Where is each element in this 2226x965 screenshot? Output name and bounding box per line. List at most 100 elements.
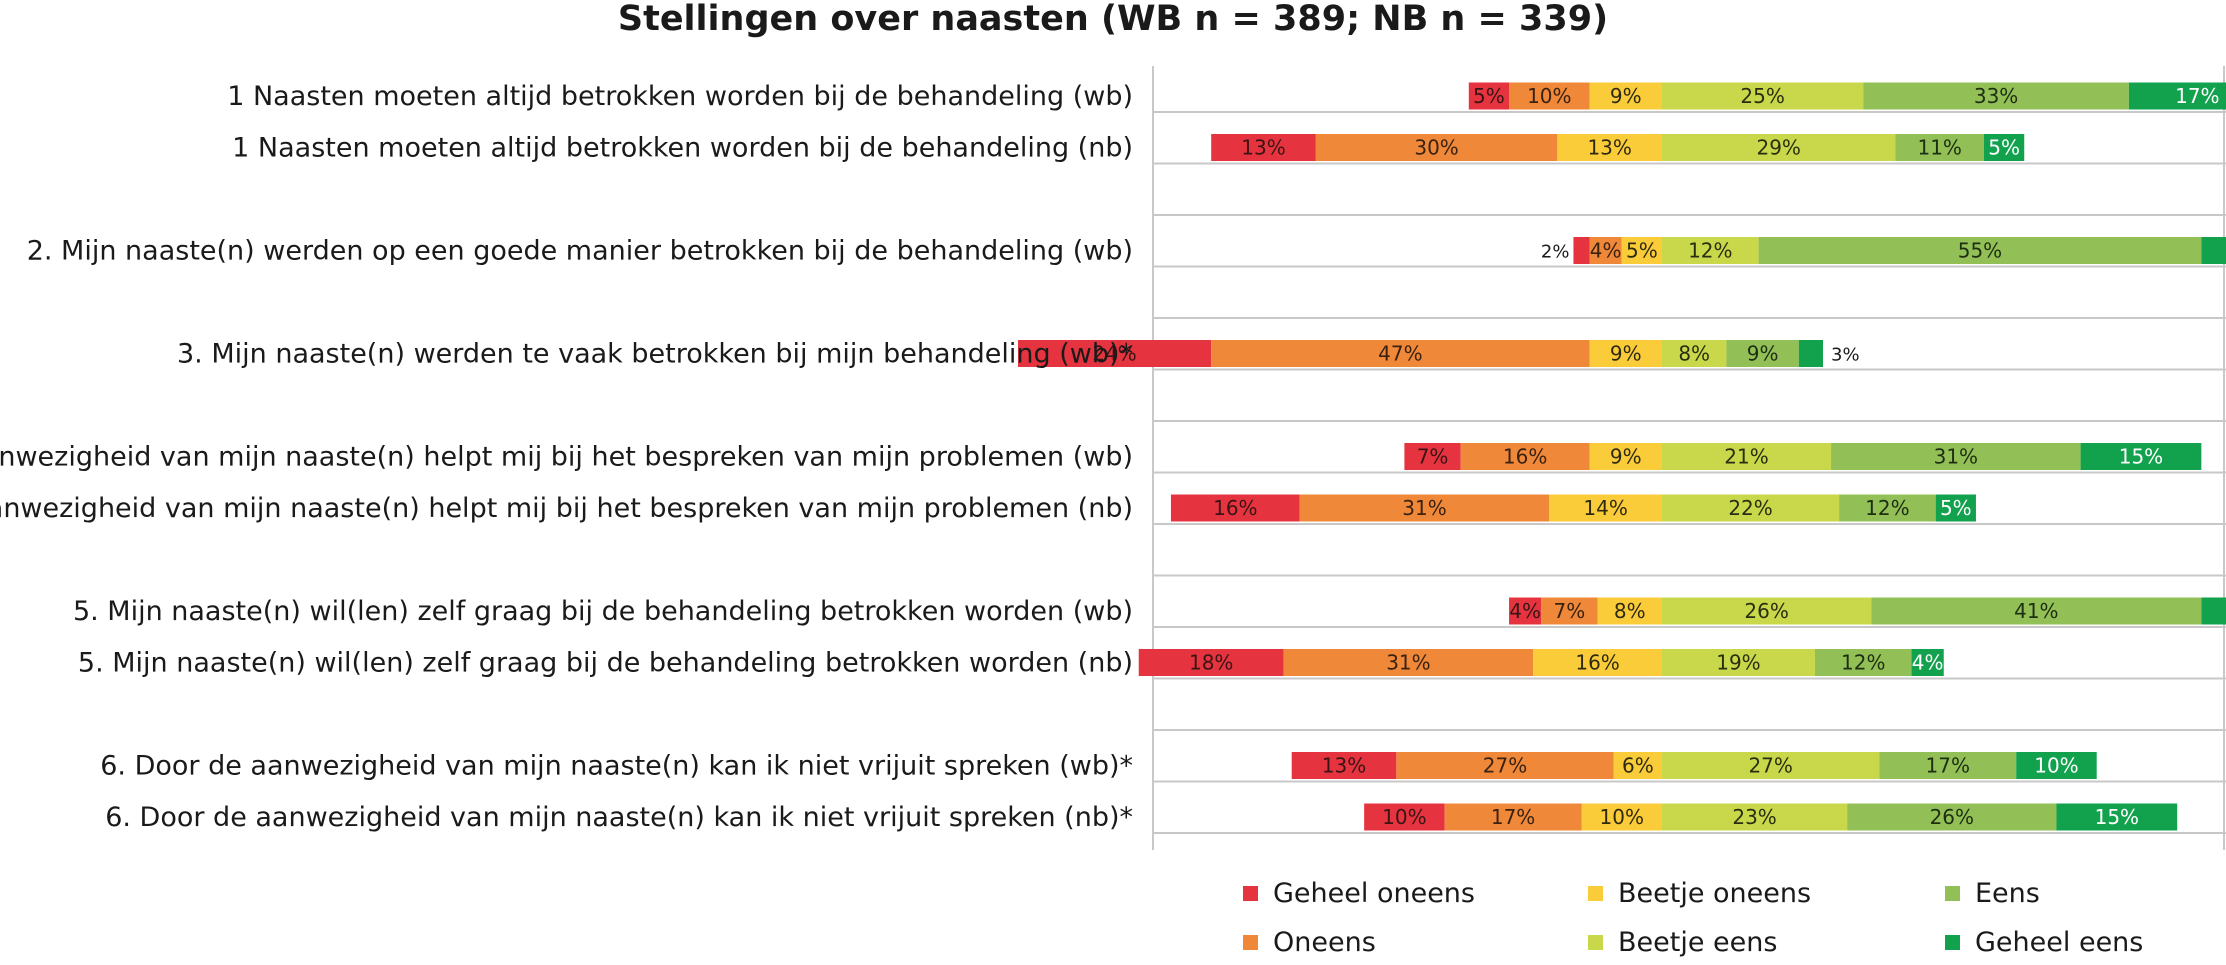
bar-segment — [1541, 597, 1598, 625]
bar-segment — [2128, 82, 2226, 110]
bar-segment — [1291, 752, 1397, 779]
data-label: 10% — [1382, 805, 1426, 829]
bar-segment — [1557, 134, 1662, 161]
bar-segment — [1621, 237, 1662, 264]
data-label: 30% — [1414, 136, 1458, 160]
bar-segment — [1589, 237, 1622, 264]
legend-label: Geheel eens — [1975, 927, 2143, 958]
category-label: 3. Mijn naaste(n) werden te vaak betrokk… — [177, 339, 1133, 370]
bar-segment — [1726, 340, 1799, 367]
bar-segment — [1549, 494, 1662, 522]
bar-segment — [1758, 237, 2202, 264]
data-label: 33% — [1974, 84, 2018, 108]
data-label: 13% — [1322, 754, 1366, 778]
data-label: 7% — [1417, 445, 1449, 469]
bar-segment — [2056, 803, 2178, 831]
data-label: 31% — [1386, 651, 1430, 675]
legend-label: Beetje eens — [1618, 927, 1777, 958]
bar-segment — [1315, 134, 1558, 161]
data-label: 5% — [1988, 136, 2020, 160]
data-label: 31% — [1934, 445, 1978, 469]
data-label: 7% — [1554, 599, 1586, 623]
bar-segment — [1170, 494, 1300, 522]
category-label: 2. Mijn naaste(n) werden op een goede ma… — [27, 236, 1133, 267]
category-label: 4. De aanwezigheid van mijn naaste(n) he… — [0, 493, 1133, 524]
bar-segment — [1662, 82, 1864, 110]
bar-segment — [1831, 443, 2081, 470]
legend-label: Beetje oneens — [1618, 878, 1811, 909]
data-label: 12% — [1841, 651, 1885, 675]
data-label: 24% — [1092, 342, 1136, 366]
bar-segment — [1299, 494, 1550, 522]
bar-segment — [1283, 649, 1534, 676]
category-label: 4. De aanwezigheid van mijn naaste(n) he… — [0, 442, 1133, 473]
data-label: 47% — [1378, 342, 1422, 366]
data-label: 9% — [1610, 342, 1642, 366]
category-label: 6. Door de aanwezigheid van mijn naaste(… — [105, 802, 1133, 833]
bar-segment — [1613, 752, 1662, 779]
bar-segment — [1581, 803, 1662, 831]
bar-segment — [1662, 597, 1872, 625]
bar-segment — [1863, 82, 2129, 110]
bar-segment — [1468, 82, 1510, 110]
data-label: 25% — [1740, 84, 1784, 108]
bar-segment — [1211, 134, 1316, 161]
data-label: 5% — [1473, 84, 1505, 108]
data-label: 4% — [1912, 651, 1944, 675]
data-label: 10% — [2034, 754, 2078, 778]
bar-segment — [1871, 597, 2202, 625]
category-label: 5. Mijn naaste(n) wil(len) zelf graag bi… — [78, 648, 1133, 679]
category-labels: 1 Naasten moeten altijd betrokken worden… — [0, 81, 1133, 833]
bar-segment — [2080, 443, 2202, 470]
data-label: 3% — [1831, 345, 1860, 366]
bar-segment — [1589, 340, 1662, 367]
bar-segment — [1798, 340, 1823, 367]
bar-segment — [1662, 340, 1727, 367]
data-label: 21% — [1724, 445, 1768, 469]
data-label: 17% — [1491, 805, 1535, 829]
legend-label: Geheel oneens — [1273, 878, 1475, 909]
bar-segment — [1662, 237, 1759, 264]
data-label: 11% — [1917, 136, 1961, 160]
data-label: 19% — [1716, 651, 1760, 675]
bar-segment — [1984, 134, 2025, 161]
data-label: 14% — [1583, 496, 1627, 520]
category-label: 6. Door de aanwezigheid van mijn naaste(… — [100, 751, 1133, 782]
legend-label: Oneens — [1273, 927, 1376, 958]
data-label: 5% — [1626, 239, 1658, 263]
data-label: 41% — [2014, 599, 2058, 623]
bar-segment — [1662, 752, 1880, 779]
bar-segment — [1847, 803, 2057, 831]
data-label: 16% — [1213, 496, 1257, 520]
bar-segment — [1018, 340, 1212, 367]
bar-segment — [1444, 803, 1582, 831]
data-label: 17% — [2175, 84, 2219, 108]
data-label: 4% — [1590, 239, 1622, 263]
bar-segment — [1879, 752, 2017, 779]
bar-segment — [1404, 443, 1461, 470]
data-label: 27% — [1748, 754, 1792, 778]
data-label: 4% — [1509, 599, 1541, 623]
bar-segment — [1573, 237, 1590, 264]
bar-segment — [2201, 237, 2226, 264]
bar-segment — [1895, 134, 1984, 161]
bar-segment — [1364, 803, 1445, 831]
data-label: 15% — [2095, 805, 2139, 829]
bar-segment — [1533, 649, 1662, 676]
legend-swatch — [1243, 886, 1258, 901]
legend-swatch — [1588, 935, 1603, 950]
bar-segment — [1662, 803, 1848, 831]
data-label: 16% — [1503, 445, 1547, 469]
bar-segment — [2201, 597, 2226, 625]
bar-segment — [1839, 494, 1936, 522]
legend-swatch — [1945, 886, 1960, 901]
bar-segment — [1911, 649, 1944, 676]
category-label: 5. Mijn naaste(n) wil(len) zelf graag bi… — [73, 596, 1133, 627]
data-label: 9% — [1610, 84, 1642, 108]
data-label: 2% — [1541, 242, 1570, 263]
data-label: 13% — [1587, 136, 1631, 160]
data-label: 5% — [1940, 496, 1972, 520]
bar-segment — [1138, 649, 1284, 676]
legend: Geheel oneens Beetje oneens Eens Oneens Beet… — [1243, 878, 2143, 958]
